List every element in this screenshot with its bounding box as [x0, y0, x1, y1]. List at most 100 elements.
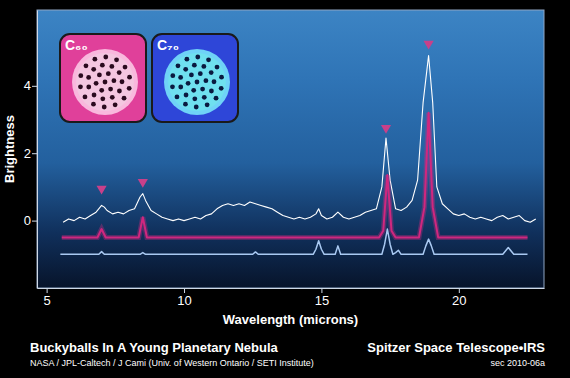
molecule-atom	[120, 79, 125, 84]
molecule-label: C₆₀	[65, 37, 88, 53]
x-tick-label: 15	[315, 293, 329, 308]
molecule-atom	[100, 96, 105, 101]
title: Buckyballs In A Young Planetary Nebula	[30, 340, 279, 355]
molecule-atom	[200, 87, 205, 92]
molecule-atom	[117, 89, 122, 94]
molecule-atom	[113, 102, 118, 107]
molecule-atom	[192, 63, 197, 68]
x-tick: 5	[44, 288, 51, 308]
molecule-atom	[201, 64, 206, 69]
y-axis-title: Brightness	[2, 115, 17, 183]
molecule-atom	[91, 102, 96, 107]
molecule-atom	[117, 70, 122, 75]
credit: NASA / JPL-Caltech / J Cami (Univ. of We…	[30, 358, 314, 368]
molecule-atom	[108, 87, 113, 92]
molecule-atom	[78, 73, 83, 78]
molecule-image: C₆₀	[60, 34, 146, 122]
molecule-atom	[212, 79, 217, 84]
series-line	[63, 55, 536, 222]
molecule-atom	[209, 70, 214, 75]
molecule-atom	[112, 78, 117, 83]
molecule-atom	[184, 57, 189, 62]
mission-label: Spitzer Space Telescope•IRS	[367, 340, 545, 355]
molecule-atom	[110, 95, 115, 100]
molecule-atom	[102, 105, 107, 110]
molecule-atom	[219, 75, 224, 80]
molecule-atom	[175, 95, 180, 100]
molecule-atom	[170, 84, 175, 89]
molecule-label: C₇₀	[157, 37, 179, 53]
molecule-atom	[195, 80, 200, 85]
molecule-atom	[204, 78, 209, 83]
molecule-atom	[127, 75, 132, 80]
y-tick-mark	[32, 153, 37, 154]
y-tick-label: 2	[24, 146, 31, 161]
molecule-atom	[195, 55, 200, 60]
x-tick-label: 20	[452, 293, 466, 308]
molecule-atom	[206, 57, 211, 62]
molecule-atom	[83, 95, 88, 100]
molecule-atom	[92, 57, 97, 62]
peak-marker	[138, 179, 148, 188]
molecule-atom	[123, 65, 128, 70]
x-tick: 10	[177, 288, 191, 308]
release-id: sec 2010-06a	[490, 358, 545, 368]
molecule-atom	[183, 102, 188, 107]
molecule-atom	[194, 105, 199, 110]
molecule-atom	[178, 85, 183, 90]
molecule-atom	[178, 75, 183, 80]
molecule-atom	[78, 84, 83, 89]
molecule-atom	[109, 64, 114, 69]
y-tick: 2	[24, 146, 37, 161]
molecule-atom	[176, 63, 181, 68]
molecule-atom	[103, 55, 108, 60]
molecule-sphere	[168, 53, 226, 111]
molecule-atom	[186, 81, 191, 86]
molecule-atom	[86, 75, 91, 80]
y-tick-label: 4	[24, 78, 31, 93]
molecule-glow	[164, 49, 230, 115]
molecule-atom	[184, 93, 189, 98]
peak-marker	[96, 186, 106, 195]
molecule-atom	[219, 86, 224, 91]
molecule-atom	[192, 96, 197, 101]
molecule-atom	[189, 73, 194, 78]
y-axis: 0 2 4	[24, 11, 38, 289]
y-tick-label: 0	[24, 213, 31, 228]
peak-marker	[381, 125, 391, 134]
x-tick: 15	[315, 288, 329, 308]
x-tick-label: 5	[44, 293, 51, 308]
molecule-atom	[183, 67, 188, 72]
molecule-atom	[205, 102, 210, 107]
molecule-atom	[214, 96, 219, 101]
plot-frame	[37, 10, 544, 288]
molecule-atom	[215, 65, 220, 70]
y-tick: 4	[24, 78, 37, 93]
plot-background	[37, 10, 544, 288]
inset-box	[60, 34, 146, 122]
molecule-atom	[103, 80, 108, 85]
molecule-atom	[122, 96, 127, 101]
x-tick: 20	[452, 288, 466, 308]
series-glow	[62, 113, 528, 238]
molecule-atom	[91, 67, 96, 72]
y-tick-mark	[32, 221, 37, 222]
molecule-atom	[114, 57, 119, 62]
molecule-atom	[106, 71, 111, 76]
x-tick-label: 10	[177, 293, 191, 308]
molecule-atom	[92, 93, 97, 98]
x-axis: 5 10 15 20	[38, 288, 545, 308]
molecule-image: C₇₀	[152, 34, 238, 122]
inset-box	[152, 34, 238, 122]
series-line	[60, 229, 527, 254]
molecule-atom	[198, 71, 203, 76]
x-axis-title: Wavelength (microns)	[223, 312, 358, 327]
molecule-atom	[209, 89, 214, 94]
molecule-sphere	[76, 53, 134, 111]
y-tick: 0	[24, 213, 37, 228]
molecule-glow	[72, 49, 138, 115]
y-tick-mark	[32, 86, 37, 87]
x-axis-line	[38, 288, 545, 289]
molecule-atom	[100, 63, 105, 68]
plot-marks	[60, 41, 535, 255]
